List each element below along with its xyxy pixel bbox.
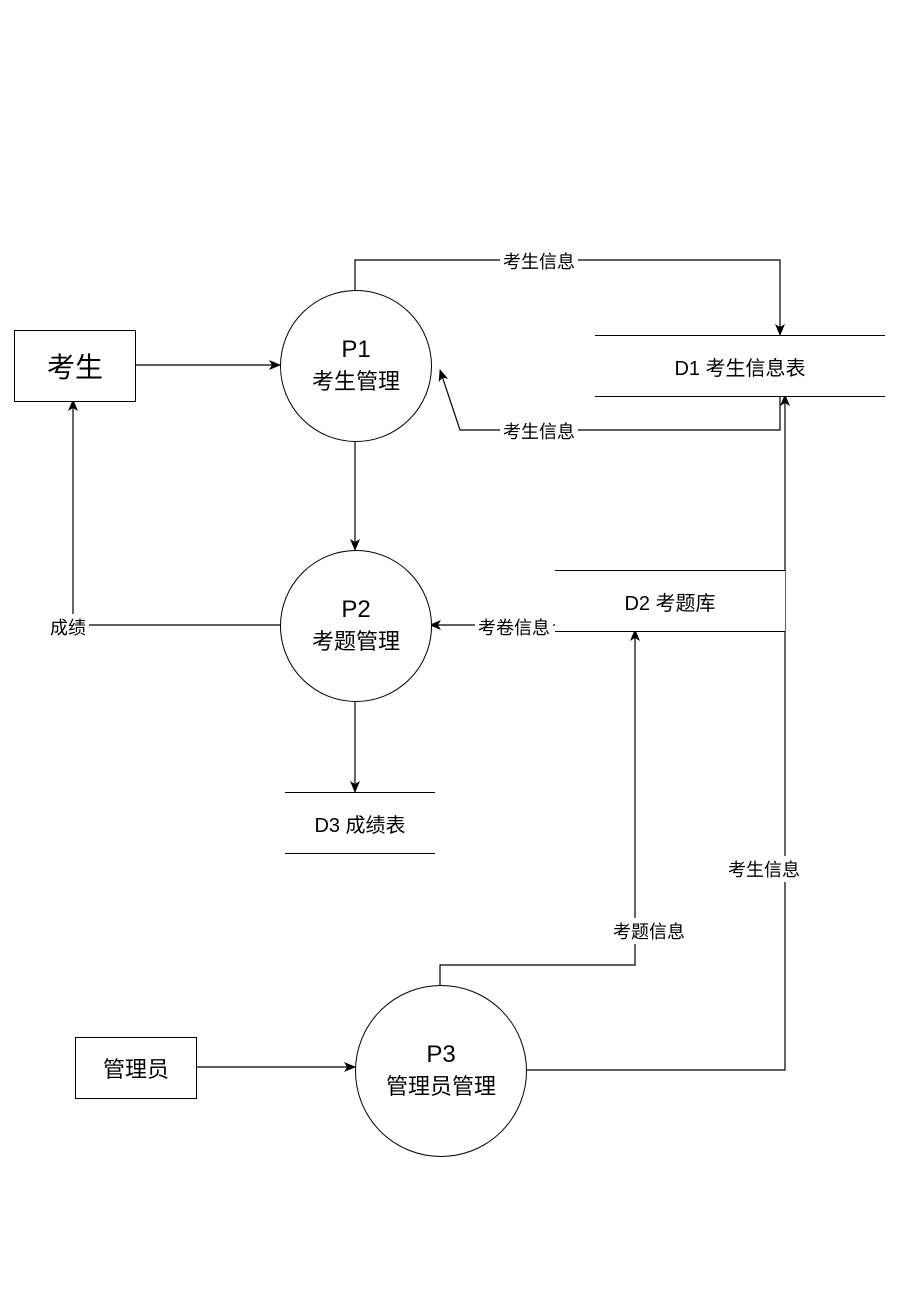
process-label: 考生管理: [312, 364, 400, 396]
process-label: 考题管理: [312, 624, 400, 656]
datastore-D1: D1 考生信息表: [595, 335, 885, 397]
flow-label-f10: 考生信息: [725, 856, 803, 882]
dfd-canvas: 考生管理员 P1考生管理 P2考题管理 P3管理员管理 D1 考生信息表 D2 考题库 D3…: [0, 0, 920, 1311]
process-id: P2: [341, 596, 370, 624]
flow-label-f5: 考卷信息: [475, 614, 553, 640]
datastore-D3: D3 成绩表: [285, 792, 435, 854]
flow-label-f6: 成绩: [47, 614, 89, 640]
process-P1: P1考生管理: [280, 290, 432, 442]
process-label: 管理员管理: [386, 1069, 496, 1101]
process-P3: P3管理员管理: [355, 985, 527, 1157]
datastore-D2: D2 考题库: [555, 570, 785, 632]
process-id: P1: [341, 336, 370, 364]
process-P2: P2考题管理: [280, 550, 432, 702]
flow-f6: [73, 400, 280, 625]
flow-label-f9: 考题信息: [610, 918, 688, 944]
flow-label-f3: 考生信息: [500, 418, 578, 444]
entity-E2: 管理员: [75, 1037, 197, 1099]
flow-f9: [440, 630, 635, 985]
flow-label-f2: 考生信息: [500, 248, 578, 274]
entity-E1: 考生: [14, 330, 136, 402]
process-id: P3: [426, 1041, 455, 1069]
flow-f10: [525, 395, 785, 1070]
